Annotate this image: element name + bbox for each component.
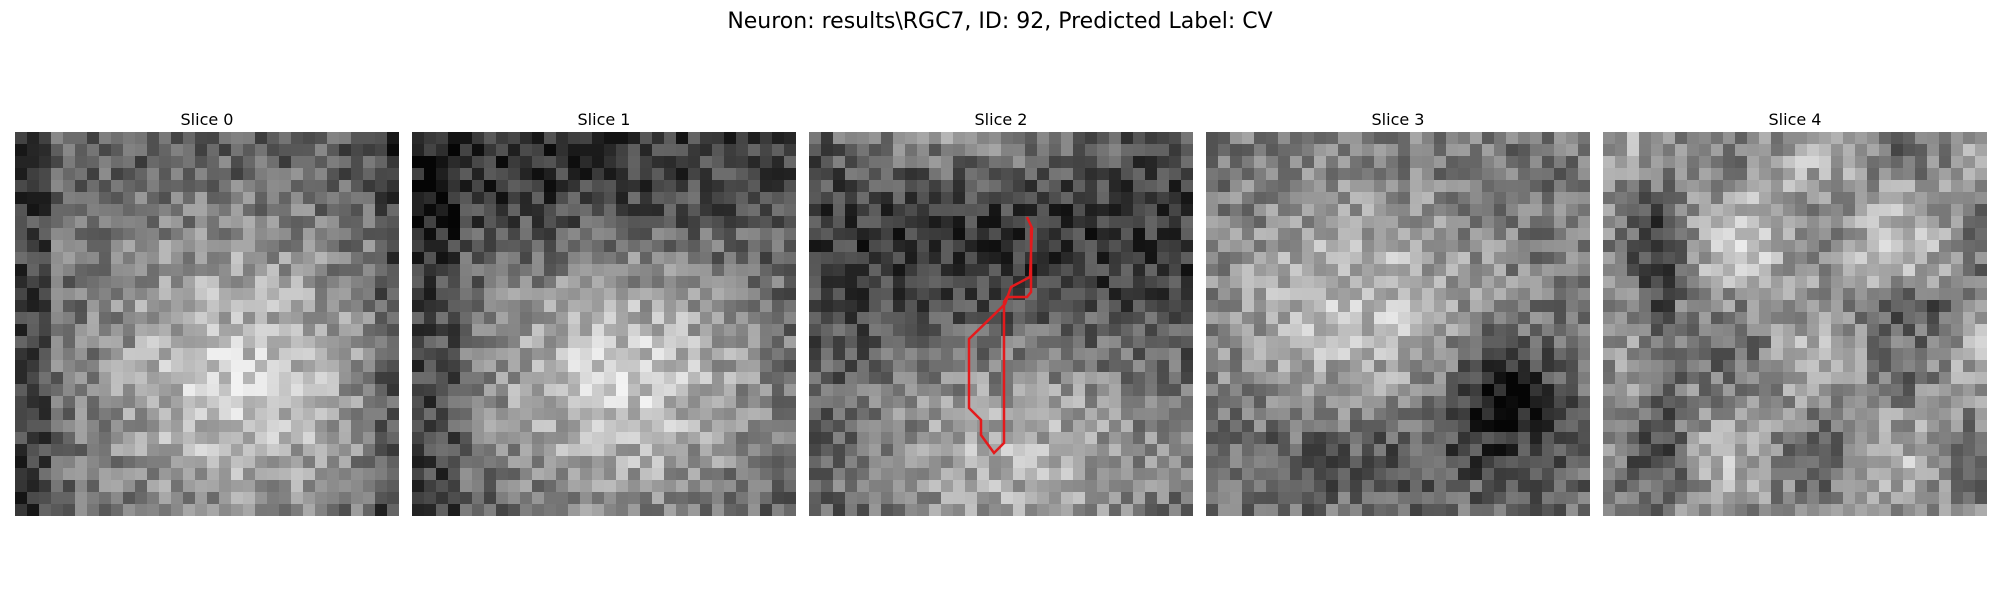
panel-title: Slice 3	[1371, 110, 1425, 129]
panel-slice-2: Slice 2	[809, 108, 1193, 516]
panel-slice-1: Slice 1	[412, 108, 796, 516]
panel-slice-4: Slice 4	[1603, 108, 1987, 516]
slice-image	[1603, 132, 1987, 516]
figure-title: Neuron: results\RGC7, ID: 92, Predicted …	[727, 9, 1273, 34]
panel-title: Slice 1	[577, 110, 631, 129]
segmentation-contour	[967, 216, 1034, 455]
slice-image	[412, 132, 796, 516]
slice-image	[1206, 132, 1590, 516]
panel-title: Slice 0	[180, 110, 234, 129]
panel-slice-0: Slice 0	[15, 108, 399, 516]
panel-title: Slice 4	[1768, 110, 1822, 129]
slice-image	[15, 132, 399, 516]
panel-title: Slice 2	[974, 110, 1028, 129]
slice-image	[809, 132, 1193, 516]
panel-slice-3: Slice 3	[1206, 108, 1590, 516]
